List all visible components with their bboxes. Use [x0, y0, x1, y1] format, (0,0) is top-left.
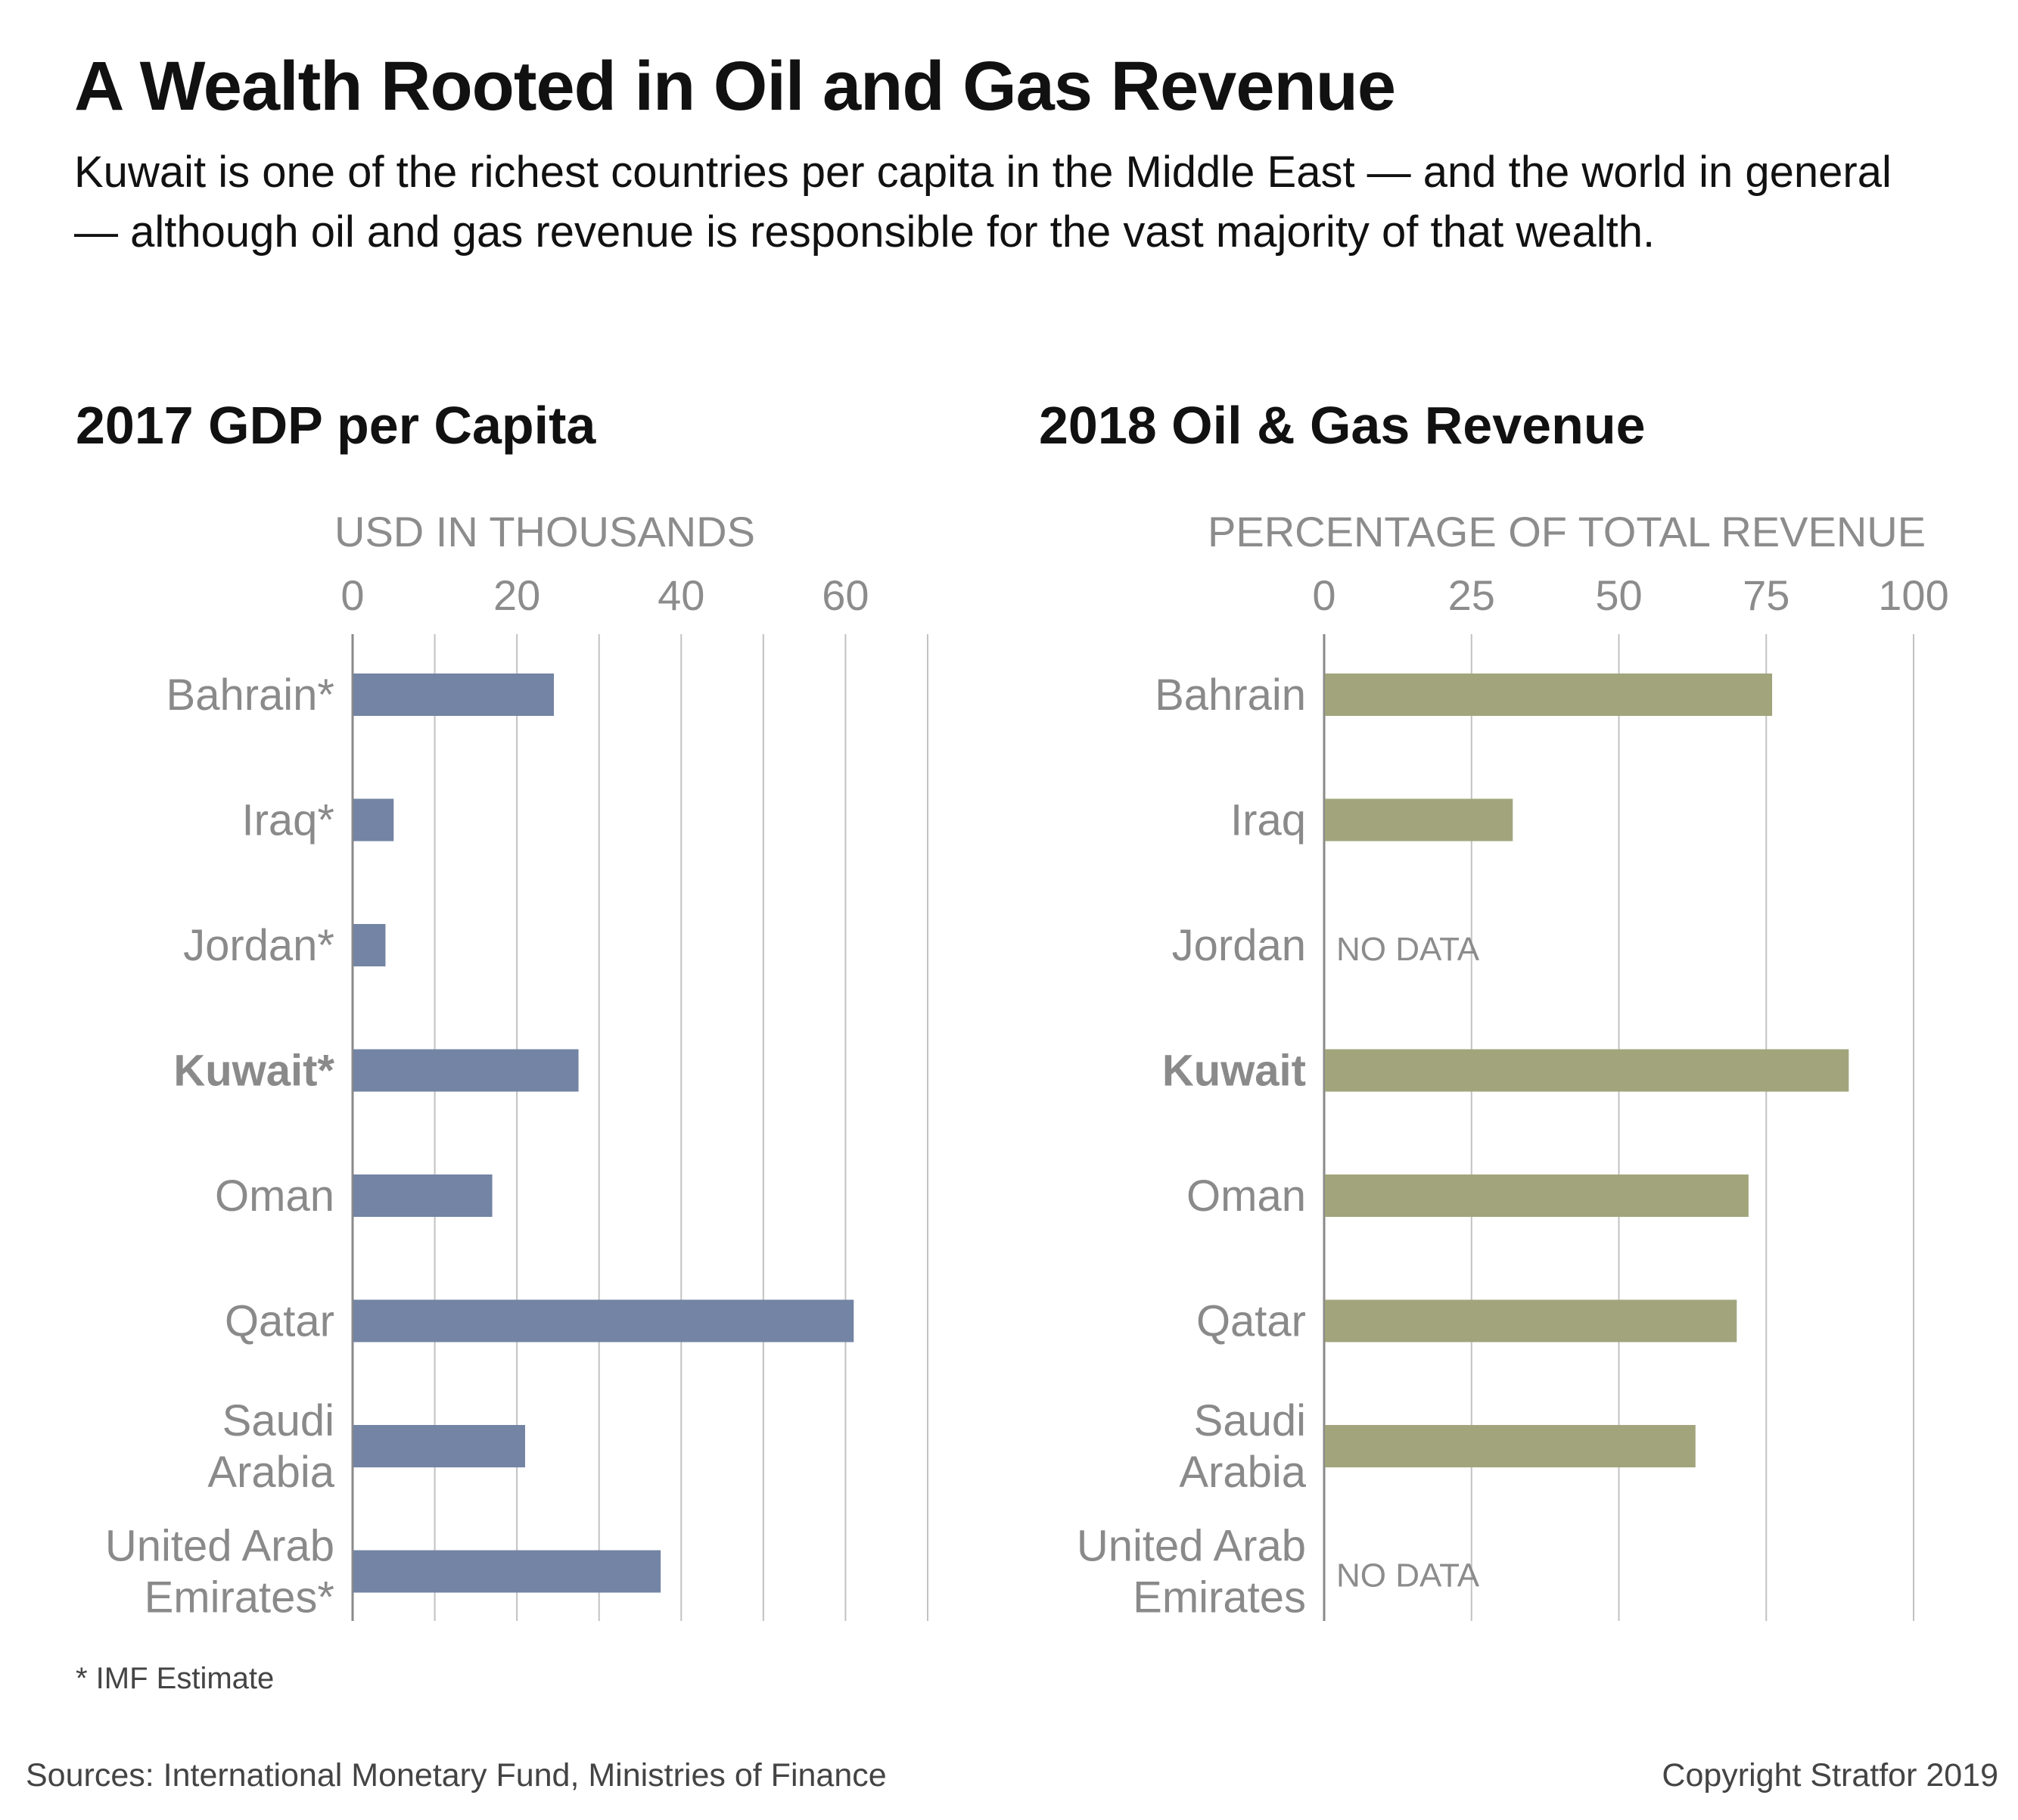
gdp-bar — [353, 1049, 579, 1092]
footnote: * IMF Estimate — [76, 1662, 275, 1695]
page-subtitle: Kuwait is one of the richest countries p… — [74, 148, 1892, 257]
gdp-category-label: Arabia — [207, 1448, 334, 1497]
gdp-bar — [353, 674, 554, 716]
revenue-category-label: Saudi — [1194, 1396, 1306, 1445]
gdp-tick-label: 60 — [822, 571, 869, 619]
gdp-category-label: Jordan* — [183, 921, 334, 970]
revenue-category-label: Qatar — [1196, 1297, 1306, 1346]
gdp-bar — [353, 924, 386, 966]
revenue-no-data-label: NO DATA — [1336, 931, 1480, 968]
gdp-bar — [353, 1174, 493, 1217]
revenue-category-label: Oman — [1186, 1171, 1306, 1221]
copyright-text: Copyright Stratfor 2019 — [1662, 1757, 1998, 1794]
gdp-category-label: Emirates* — [145, 1573, 334, 1622]
sources-text: Sources: International Monetary Fund, Mi… — [26, 1757, 887, 1794]
revenue-bar — [1325, 674, 1773, 716]
gdp-category-label: Oman — [215, 1171, 334, 1221]
revenue-category-label: Kuwait — [1162, 1047, 1306, 1096]
revenue-bar — [1325, 1425, 1696, 1467]
revenue-bar — [1325, 1049, 1849, 1092]
revenue-bar — [1325, 1299, 1737, 1342]
gdp-bar — [353, 798, 394, 842]
revenue-category-label: Iraq — [1230, 796, 1306, 845]
gdp-tick-label: 40 — [658, 571, 704, 619]
gdp-category-label: Iraq* — [241, 796, 334, 845]
revenue-tick-label: 25 — [1448, 571, 1495, 619]
gdp-axis-label: USD IN THOUSANDS — [334, 508, 755, 555]
revenue-chart-title: 2018 Oil & Gas Revenue — [1039, 396, 1646, 455]
revenue-category-label: Emirates — [1133, 1573, 1306, 1622]
gdp-tick-label: 20 — [493, 571, 540, 619]
revenue-tick-label: 50 — [1595, 571, 1642, 619]
page-title: A Wealth Rooted in Oil and Gas Revenue — [74, 48, 1396, 125]
gdp-category-label: Saudi — [222, 1396, 334, 1445]
revenue-axis-label: PERCENTAGE OF TOTAL REVENUE — [1208, 508, 1926, 555]
revenue-category-label: Arabia — [1179, 1448, 1306, 1497]
revenue-bar — [1325, 798, 1513, 842]
gdp-bar — [353, 1550, 661, 1593]
gdp-bar — [353, 1425, 525, 1467]
gdp-tick-label: 0 — [340, 571, 364, 619]
revenue-tick-label: 75 — [1743, 571, 1789, 619]
revenue-tick-label: 100 — [1878, 571, 1948, 619]
gdp-category-label: Bahrain* — [166, 670, 334, 720]
revenue-bar — [1325, 1174, 1749, 1217]
gdp-category-label: Qatar — [225, 1297, 334, 1346]
gdp-category-label: United Arab — [105, 1522, 334, 1571]
revenue-category-label: Bahrain — [1155, 670, 1306, 720]
gdp-chart-title: 2017 GDP per Capita — [76, 396, 596, 455]
gdp-category-label: Kuwait* — [173, 1047, 334, 1096]
revenue-no-data-label: NO DATA — [1336, 1557, 1480, 1594]
revenue-category-label: Jordan — [1172, 921, 1306, 970]
revenue-tick-label: 0 — [1312, 571, 1335, 619]
gdp-bar — [353, 1299, 854, 1342]
revenue-category-label: United Arab — [1077, 1522, 1306, 1571]
